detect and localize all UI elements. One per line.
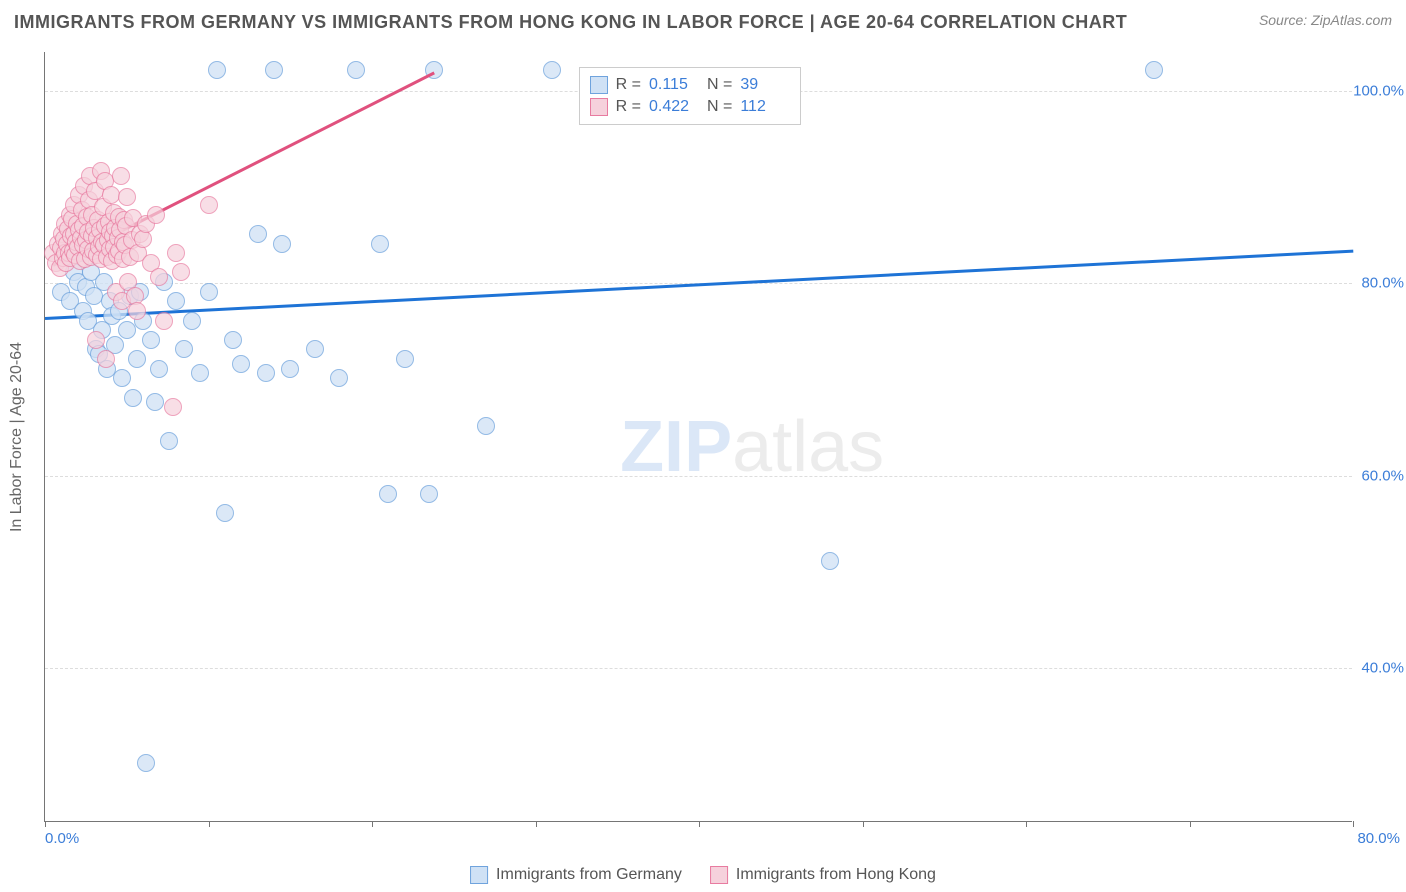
data-point (146, 393, 164, 411)
data-point (216, 504, 234, 522)
chart-title: IMMIGRANTS FROM GERMANY VS IMMIGRANTS FR… (14, 12, 1127, 33)
legend-label-hongkong: Immigrants from Hong Kong (736, 866, 936, 884)
data-point (124, 389, 142, 407)
y-tick-label: 40.0% (1361, 660, 1404, 677)
data-point (118, 188, 136, 206)
data-point (477, 417, 495, 435)
gridline (45, 668, 1352, 669)
legend-swatch-germany (470, 866, 488, 884)
data-point (160, 432, 178, 450)
trendline-germany (45, 249, 1353, 319)
data-point (147, 206, 165, 224)
data-point (543, 61, 561, 79)
data-point (167, 244, 185, 262)
x-axis-left-label: 0.0% (45, 830, 79, 847)
data-point (273, 235, 291, 253)
data-point (1145, 61, 1163, 79)
data-point (183, 312, 201, 330)
data-point (379, 485, 397, 503)
stats-n-value: 112 (740, 98, 790, 116)
y-tick-label: 100.0% (1353, 82, 1404, 99)
plot-area: In Labor Force | Age 20-64 ZIPatlas 40.0… (44, 52, 1352, 822)
x-tick (1026, 821, 1027, 827)
data-point (224, 331, 242, 349)
data-point (306, 340, 324, 358)
data-point (200, 196, 218, 214)
data-point (150, 360, 168, 378)
data-point (200, 283, 218, 301)
data-point (281, 360, 299, 378)
stats-r-value: 0.422 (649, 98, 699, 116)
data-point (175, 340, 193, 358)
x-tick (863, 821, 864, 827)
data-point (137, 754, 155, 772)
data-point (821, 552, 839, 570)
stats-row: R = 0.115 N = 39 (590, 74, 791, 96)
gridline (45, 476, 1352, 477)
stats-r-value: 0.115 (649, 76, 699, 94)
data-point (172, 263, 190, 281)
stats-row: R = 0.422 N = 112 (590, 96, 791, 118)
y-tick-label: 80.0% (1361, 275, 1404, 292)
y-axis-title: In Labor Force | Age 20-64 (8, 341, 26, 531)
y-tick-label: 60.0% (1361, 467, 1404, 484)
data-point (128, 302, 146, 320)
data-point (118, 321, 136, 339)
x-tick (699, 821, 700, 827)
data-point (113, 369, 131, 387)
legend-item-hongkong: Immigrants from Hong Kong (710, 866, 936, 884)
data-point (128, 350, 146, 368)
data-point (330, 369, 348, 387)
stats-box: R = 0.115 N = 39 R = 0.422 N = 112 (579, 67, 802, 125)
data-point (97, 350, 115, 368)
legend-swatch-hongkong (710, 866, 728, 884)
stats-n-label: N = (707, 76, 732, 94)
data-point (142, 331, 160, 349)
stats-swatch (590, 98, 608, 116)
data-point (167, 292, 185, 310)
legend-item-germany: Immigrants from Germany (470, 866, 682, 884)
data-point (249, 225, 267, 243)
title-bar: IMMIGRANTS FROM GERMANY VS IMMIGRANTS FR… (14, 12, 1392, 33)
x-tick (1353, 821, 1354, 827)
stats-r-label: R = (616, 76, 641, 94)
stats-n-value: 39 (740, 76, 790, 94)
data-point (232, 355, 250, 373)
data-point (371, 235, 389, 253)
data-point (396, 350, 414, 368)
data-point (208, 61, 226, 79)
stats-r-label: R = (616, 98, 641, 116)
bottom-legend: Immigrants from Germany Immigrants from … (470, 866, 936, 884)
legend-label-germany: Immigrants from Germany (496, 866, 682, 884)
x-tick (45, 821, 46, 827)
data-point (87, 331, 105, 349)
x-tick (209, 821, 210, 827)
data-point (155, 312, 173, 330)
x-axis-right-label: 80.0% (1357, 830, 1400, 847)
stats-n-label: N = (707, 98, 732, 116)
x-tick (536, 821, 537, 827)
data-point (420, 485, 438, 503)
data-point (257, 364, 275, 382)
source-attribution: Source: ZipAtlas.com (1259, 12, 1392, 28)
x-tick (1190, 821, 1191, 827)
stats-swatch (590, 76, 608, 94)
data-point (112, 167, 130, 185)
data-point (265, 61, 283, 79)
data-point (164, 398, 182, 416)
data-point (191, 364, 209, 382)
data-point (150, 268, 168, 286)
x-tick (372, 821, 373, 827)
data-point (347, 61, 365, 79)
